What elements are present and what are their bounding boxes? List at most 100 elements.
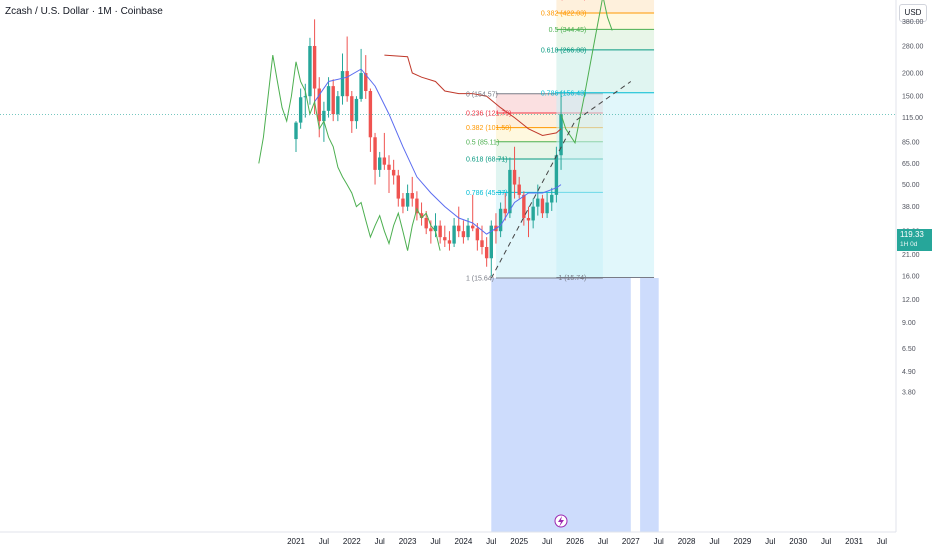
- x-tick-label: Jul: [765, 537, 775, 546]
- y-tick-label: 3.80: [902, 389, 916, 396]
- x-tick-label: Jul: [709, 537, 719, 546]
- y-tick-label: 9.00: [902, 320, 916, 327]
- candle-body: [466, 225, 470, 238]
- candle-body: [331, 86, 335, 115]
- x-tick-label: 2024: [455, 537, 473, 546]
- y-tick-label: 380.00: [902, 19, 924, 26]
- candle-body: [429, 228, 433, 232]
- x-tick-label: Jul: [654, 537, 664, 546]
- x-tick-label: 2031: [845, 537, 863, 546]
- fib-level-label: 0.382 (101.50): [466, 125, 512, 132]
- fib-zone: [556, 12, 655, 30]
- x-tick-label: Jul: [542, 537, 552, 546]
- x-tick-label: 2027: [622, 537, 640, 546]
- y-tick-label: 85.00: [902, 139, 920, 146]
- fib-zone: [556, 49, 655, 93]
- background-layer: [491, 278, 659, 532]
- candle-body: [554, 155, 559, 195]
- candle-body: [536, 198, 540, 207]
- candle-body: [387, 164, 391, 170]
- fib-level-label: 0.236 (121.79): [466, 110, 512, 117]
- fib-zone: [556, 29, 655, 50]
- y-tick-label: 115.00: [902, 115, 923, 122]
- candle-body: [517, 184, 521, 195]
- candle-body: [354, 98, 359, 122]
- y-tick-label: 4.90: [902, 369, 916, 376]
- date-range-box: [491, 278, 631, 532]
- x-tick-label: 2021: [287, 537, 305, 546]
- last-price-badge: 119.33 1H 0d: [897, 229, 932, 251]
- x-tick-label: 2023: [399, 537, 417, 546]
- fib-level-label: 0.786 (156.43): [541, 90, 587, 97]
- fib-level-label: 0.5 (344.45): [549, 27, 587, 34]
- fib-level-label: 1 (15.64): [466, 276, 494, 283]
- chart-title: Zcash / U.S. Dollar · 1M · Coinbase: [5, 6, 163, 17]
- candle-body: [550, 194, 554, 203]
- candle-body: [294, 122, 298, 140]
- x-tick-label: Jul: [486, 537, 496, 546]
- fib-level-label: 0.236 (518.01): [541, 0, 587, 1]
- y-tick-label: 150.00: [902, 94, 924, 101]
- candle-body: [512, 169, 517, 185]
- candle-body: [471, 225, 475, 229]
- fib-zone: [556, 92, 655, 278]
- candle-body: [391, 169, 396, 176]
- x-tick-label: Jul: [375, 537, 385, 546]
- fib-level-label: 0 (154.57): [466, 91, 498, 98]
- x-tick-label: 2029: [734, 537, 752, 546]
- x-tick-label: Jul: [821, 537, 831, 546]
- candle-body: [364, 73, 368, 91]
- candle-body: [526, 217, 531, 221]
- candle-body: [396, 175, 400, 199]
- labels-layer: 0 (154.57) 0.236 (121.79) 0.382 (101.50) 0.…: [466, 0, 586, 283]
- fib-level-label: 0.618 (68.71): [466, 156, 508, 163]
- x-tick-label: 2025: [510, 537, 528, 546]
- candle-body: [368, 90, 373, 138]
- lightning-marker-icon: [554, 514, 568, 528]
- candle-body: [373, 137, 377, 170]
- y-tick-label: 50.00: [902, 182, 920, 189]
- candle-body: [378, 157, 382, 170]
- y-tick-label: 6.50: [902, 346, 916, 353]
- fractal_overlay-line: [258, 55, 441, 251]
- candle-body: [503, 208, 507, 214]
- candle-body: [461, 231, 466, 238]
- candle-body: [326, 86, 331, 111]
- candle-body: [424, 217, 428, 229]
- candle-body: [298, 97, 303, 123]
- x-tick-label: 2028: [678, 537, 696, 546]
- candle-body: [340, 71, 345, 97]
- candle-body: [508, 169, 512, 214]
- candle-body: [438, 225, 442, 238]
- bar-countdown: 1H 0d: [900, 241, 918, 248]
- y-tick-label: 38.00: [902, 204, 920, 211]
- candle-body: [522, 194, 526, 218]
- lines-layer: [0, 0, 895, 279]
- candle-body: [484, 247, 489, 259]
- candle-body: [410, 193, 414, 199]
- fib-retracement-layer: [495, 0, 655, 279]
- candle-body: [308, 45, 312, 97]
- candle-body: [433, 225, 438, 232]
- x-tick-label: 2022: [343, 537, 361, 546]
- offset_line-line: [384, 54, 562, 137]
- last-price-value: 119.33: [900, 230, 924, 239]
- candle-body: [317, 88, 321, 122]
- candle-body: [447, 240, 452, 244]
- date-range-box: [640, 278, 659, 532]
- projection-line: [560, 0, 613, 145]
- candle-body: [382, 157, 387, 165]
- candle-body: [350, 96, 354, 122]
- currency-button[interactable]: USD: [899, 4, 927, 22]
- y-tick-label: 280.00: [902, 43, 924, 50]
- y-tick-label: 65.00: [902, 161, 920, 168]
- fib-level-label: 0.786 (45.37): [466, 190, 508, 197]
- x-tick-label: 2030: [789, 537, 807, 546]
- fib-level-label: 0.5 (85.11): [466, 139, 499, 146]
- fib-level-label: 0.382 (422.03): [541, 10, 587, 17]
- candle-body: [480, 240, 484, 248]
- candle-body: [312, 45, 317, 89]
- candle-body: [419, 213, 424, 218]
